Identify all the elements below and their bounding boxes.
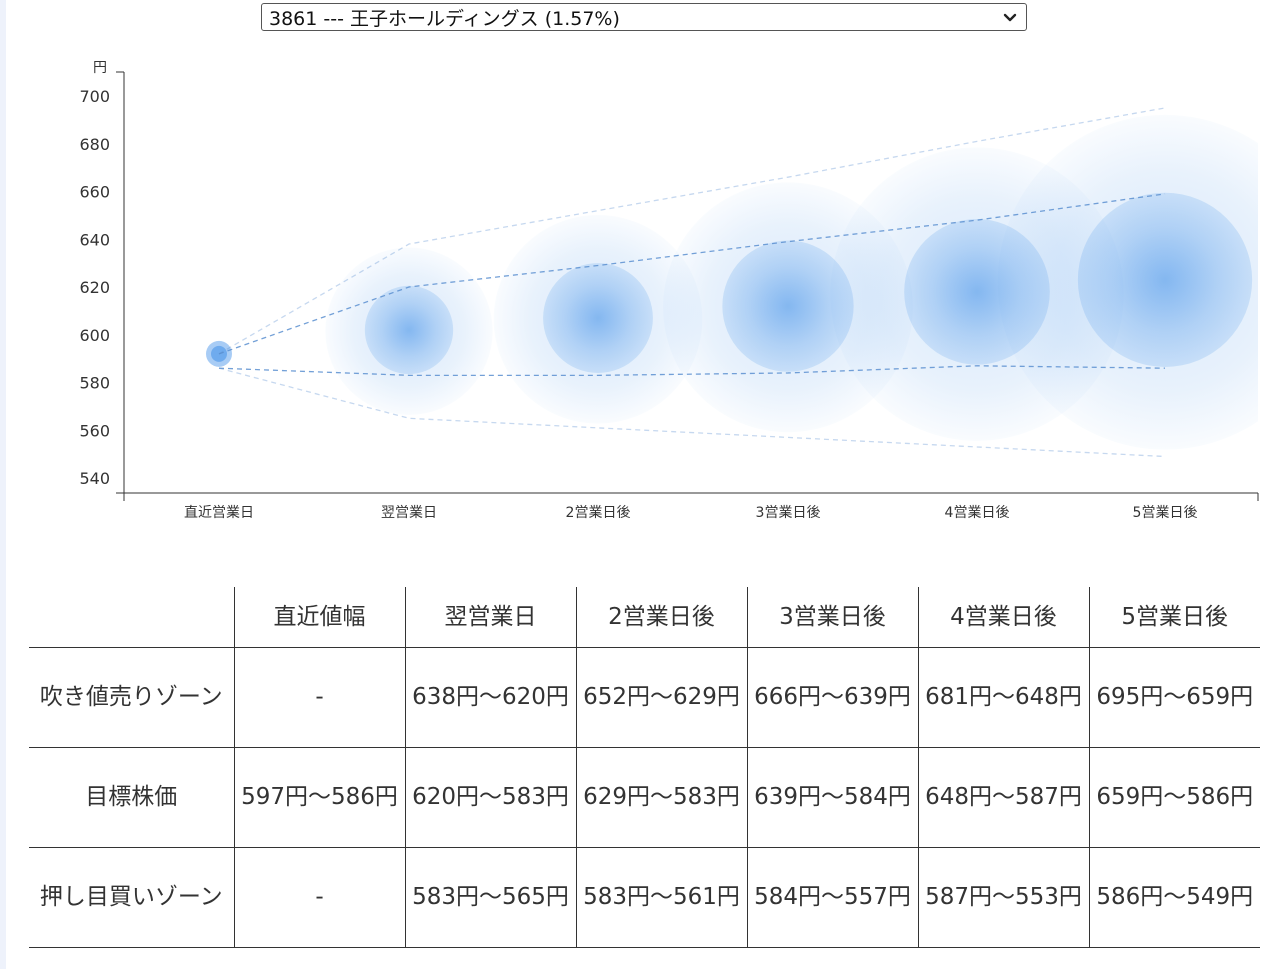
target-zone-bubble [722,240,854,372]
table-header-cell: 4営業日後 [917,587,1090,648]
forecast-chart: 円 540 560 580 600 620 640 660 680 700 直近営業日 翌営業日 2営業… [79,60,1259,521]
table-row: 押し目買いゾーン - 583円〜565円 583円〜561円 584円〜557円… [29,846,1260,948]
table-cell: 681円〜648円 [917,646,1090,748]
target-zone-bubble [543,263,653,373]
stock-selector[interactable]: 3861 --- 王子ホールディングス (1.57%) [261,3,1027,31]
y-tick-label: 700 [79,87,110,106]
table-cell: 652円〜629円 [575,646,748,748]
target-zone-bubble [1077,192,1253,367]
table-row: 吹き値売りゾーン - 638円〜620円 652円〜629円 666円〜639円… [29,646,1260,748]
table-cell: 583円〜565円 [404,846,577,948]
target-zone-bubble [904,218,1050,365]
y-tick-label: 600 [79,326,110,345]
table-header-cell: 2営業日後 [575,587,748,648]
y-tick-label: 680 [79,135,110,154]
table-cell: 586円〜549円 [1088,846,1260,948]
table-cell: 587円〜553円 [917,846,1090,948]
x-tick-label: 直近営業日 [184,504,254,521]
y-tick-label: 540 [79,469,110,488]
table-cell: 583円〜561円 [575,846,748,948]
table-header-cell: 直近値幅 [233,587,406,648]
table-header-cell: 3営業日後 [746,587,919,648]
table-row: 目標株価 597円〜586円 620円〜583円 629円〜583円 639円〜… [29,746,1260,848]
table-cell: 695円〜659円 [1088,646,1260,748]
y-tick-label: 620 [79,278,110,297]
x-tick-label: 3営業日後 [756,505,821,521]
y-axis-unit-label: 円 [93,60,107,76]
table-header-row: 直近値幅 翌営業日 2営業日後 3営業日後 4営業日後 5営業日後 [29,587,1260,648]
y-tick-label: 580 [79,374,110,393]
table-cell: 597円〜586円 [233,746,406,848]
target-upper-line [218,193,1166,355]
table-cell: - [233,846,406,948]
outer-upper-line [218,107,1166,355]
table-cell: 620円〜583円 [404,746,577,848]
outer-lower-line [218,367,1166,458]
target-zone-bubble [364,285,454,375]
row-label: 吹き値売りゾーン [29,646,235,748]
table-cell: 648円〜587円 [917,746,1090,848]
table-cell: - [233,646,406,748]
table-header-cell: 5営業日後 [1088,587,1260,648]
table-cell: 639円〜584円 [746,746,919,848]
y-tick-label: 560 [79,421,110,440]
plot-area [206,107,1258,458]
stock-selector-value: 3861 --- 王子ホールディングス (1.57%) [269,7,620,30]
x-tick-label: 4営業日後 [945,505,1010,521]
forecast-table: 直近値幅 翌営業日 2営業日後 3営業日後 4営業日後 5営業日後 吹き値売りゾ… [29,587,1260,948]
y-tick-label: 640 [79,230,110,249]
x-tick-label: 2営業日後 [566,505,631,521]
x-tick-label: 翌営業日 [381,505,437,521]
row-label: 押し目買いゾーン [29,846,235,948]
table-cell: 666円〜639円 [746,646,919,748]
table-cell: 638円〜620円 [404,646,577,748]
row-label: 目標株価 [29,746,235,848]
table-header-cell [29,587,235,648]
y-tick-label: 660 [79,183,110,202]
table-cell: 659円〜586円 [1088,746,1260,848]
table-header-cell: 翌営業日 [404,587,577,648]
left-edge-strip [0,0,6,969]
x-tick-label: 5営業日後 [1133,505,1198,521]
table-cell: 584円〜557円 [746,846,919,948]
table-cell: 629円〜583円 [575,746,748,848]
chevron-down-icon [1003,13,1017,22]
